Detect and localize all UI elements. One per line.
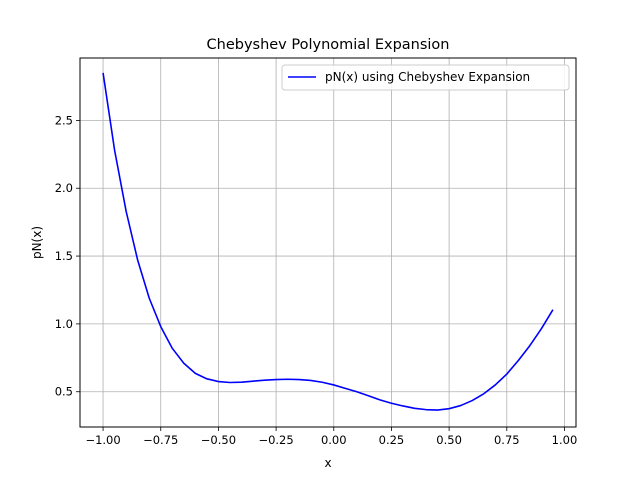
x-tick-label: −0.25 xyxy=(258,433,293,447)
grid xyxy=(80,58,576,427)
x-tick-label: −0.50 xyxy=(201,433,236,447)
series-line-0 xyxy=(102,72,554,411)
x-tick-label: 0.50 xyxy=(436,433,462,447)
series-layer xyxy=(102,72,554,411)
ticks: −1.00 −0.75 −0.50 −0.25 0.00 0.25 0.50 0.75 1.00… xyxy=(55,113,578,447)
x-axis-label: x xyxy=(324,456,331,470)
y-tick-label: 1.0 xyxy=(55,317,73,331)
legend: pN(x) using Chebyshev Expansion xyxy=(281,64,570,91)
chart-title: Chebyshev Polynomial Expansion xyxy=(207,37,450,53)
x-tick-label: 1.00 xyxy=(552,433,578,447)
x-tick-label: −1.00 xyxy=(85,433,120,447)
x-tick-label: 0.75 xyxy=(494,433,520,447)
y-tick-label: 2.0 xyxy=(55,181,73,195)
legend-box xyxy=(281,64,570,91)
legend-label: pN(x) using Chebyshev Expansion xyxy=(325,70,530,84)
x-tick-label: 0.25 xyxy=(379,433,405,447)
x-tick-label: −0.75 xyxy=(143,433,178,447)
axes-frame xyxy=(79,57,577,428)
y-tick-label: 1.5 xyxy=(55,249,73,263)
x-tick-label: 0.00 xyxy=(321,433,347,447)
y-axis-label: pN(x) xyxy=(30,226,44,259)
y-tick-label: 2.5 xyxy=(55,113,73,127)
y-tick-label: 0.5 xyxy=(55,385,73,399)
